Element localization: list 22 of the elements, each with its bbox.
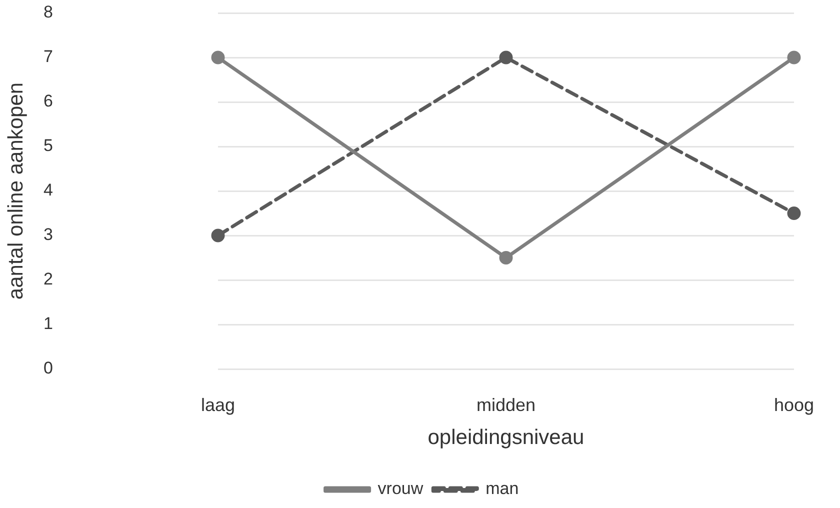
y-tick-label: 5 [44,136,53,156]
point [211,50,225,64]
point [787,206,801,220]
x-tick-label: midden [476,394,536,415]
y-tick-label: 8 [44,2,53,22]
point [499,50,513,64]
legend-label: vrouw [378,479,424,498]
y-tick-label: 6 [44,92,53,111]
y-tick-label: 0 [44,358,53,378]
y-tick-label: 2 [44,270,53,289]
point [787,50,801,64]
x-axis-title: opleidingsniveau [428,426,584,450]
y-tick-label: 7 [44,47,53,66]
point [211,228,225,242]
y-tick-label: 1 [44,314,53,334]
y-tick-label: 3 [44,225,53,244]
x-tick-label: laag [200,394,236,415]
x-tick-label: hoog [774,394,814,415]
y-axis-title: aantal online aankopen [4,82,28,300]
legend-label: man [486,479,519,498]
y-tick-label: 4 [44,180,53,200]
point [499,251,513,264]
